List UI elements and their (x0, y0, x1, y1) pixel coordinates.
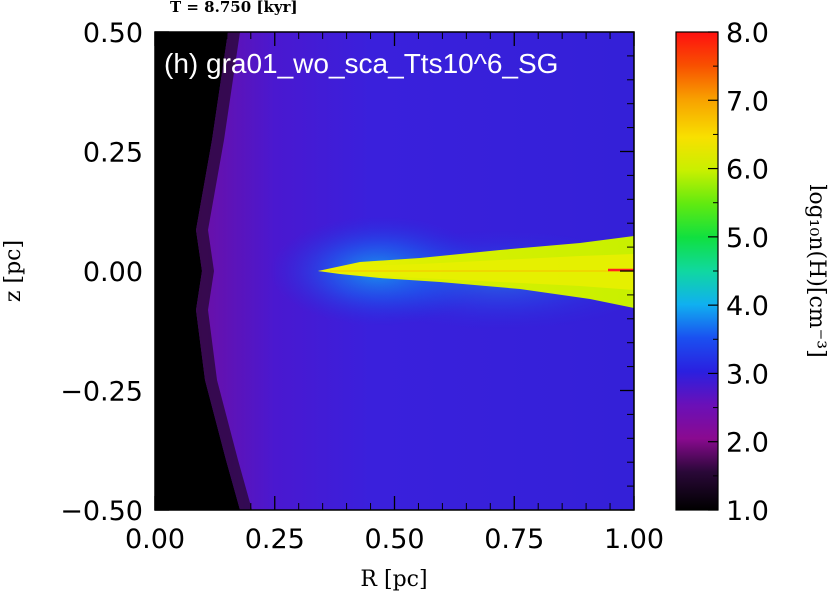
colorbar-tick-label: 1.0 (726, 496, 769, 527)
transition-band (196, 32, 252, 510)
y-tick-label: −0.50 (60, 496, 143, 527)
disk-midplane (318, 254, 634, 290)
colorbar-tick-label: 4.0 (726, 291, 769, 322)
colorbar-tick-label: 8.0 (726, 18, 769, 49)
x-tick-label: 0.25 (245, 524, 305, 555)
time-label: T = 8.750 [kyr] (170, 0, 298, 16)
x-tick-label: 0.75 (484, 524, 544, 555)
panel-title: (h) gra01_wo_sca_Tts10^6_SG (164, 48, 558, 79)
colorbar-tick-label: 2.0 (726, 428, 769, 459)
x-axis-title: R [pc] (360, 567, 427, 592)
x-tick-label: 1.00 (604, 524, 664, 555)
x-tick-label: 0.00 (125, 524, 185, 555)
y-axis: 0.50 0.25 0.00 −0.25 −0.50 (60, 18, 634, 527)
colorbar-tick-label: 6.0 (726, 155, 769, 186)
colorbar-title: log₁₀n(H)[cm⁻³] (804, 184, 829, 357)
y-tick-label: 0.50 (83, 18, 143, 49)
colorbar-axis: 8.0 7.0 6.0 5.0 4.0 3.0 2.0 1.0 (708, 18, 769, 527)
y-tick-label: 0.00 (83, 257, 143, 288)
y-tick-label: 0.25 (83, 138, 143, 169)
colorbar-tick-label: 7.0 (726, 86, 769, 117)
colorbar-tick-label: 5.0 (726, 223, 769, 254)
evacuated-region (155, 32, 240, 510)
y-tick-label: −0.25 (60, 377, 143, 408)
y-axis-title: z [pc] (1, 240, 26, 302)
x-axis: 0.00 0.25 0.50 0.75 1.00 (125, 32, 664, 555)
colorbar-tick-label: 3.0 (726, 359, 769, 390)
x-tick-label: 0.50 (364, 524, 424, 555)
colorbar (676, 32, 718, 510)
density-map: (h) gra01_wo_sca_Tts10^6_SG (155, 32, 634, 510)
